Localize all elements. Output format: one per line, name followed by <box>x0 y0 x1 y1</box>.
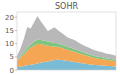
area <box>17 16 116 60</box>
y-tick <box>15 43 17 44</box>
y-tick <box>15 17 17 18</box>
y-tick <box>15 70 17 71</box>
frame <box>17 12 116 70</box>
areas <box>17 16 116 70</box>
y-tick <box>15 30 17 31</box>
y-tick-label: 0 <box>10 67 14 75</box>
chart: 0 5 10 15 20 SOHR <box>0 0 120 75</box>
y-tick <box>15 56 17 57</box>
y-tick-label: 5 <box>10 53 14 61</box>
y-tick-label: 15 <box>5 27 14 35</box>
y-tick-label: 10 <box>5 40 14 48</box>
y-tick-label: 20 <box>5 14 14 22</box>
title: SOHR <box>55 2 78 11</box>
